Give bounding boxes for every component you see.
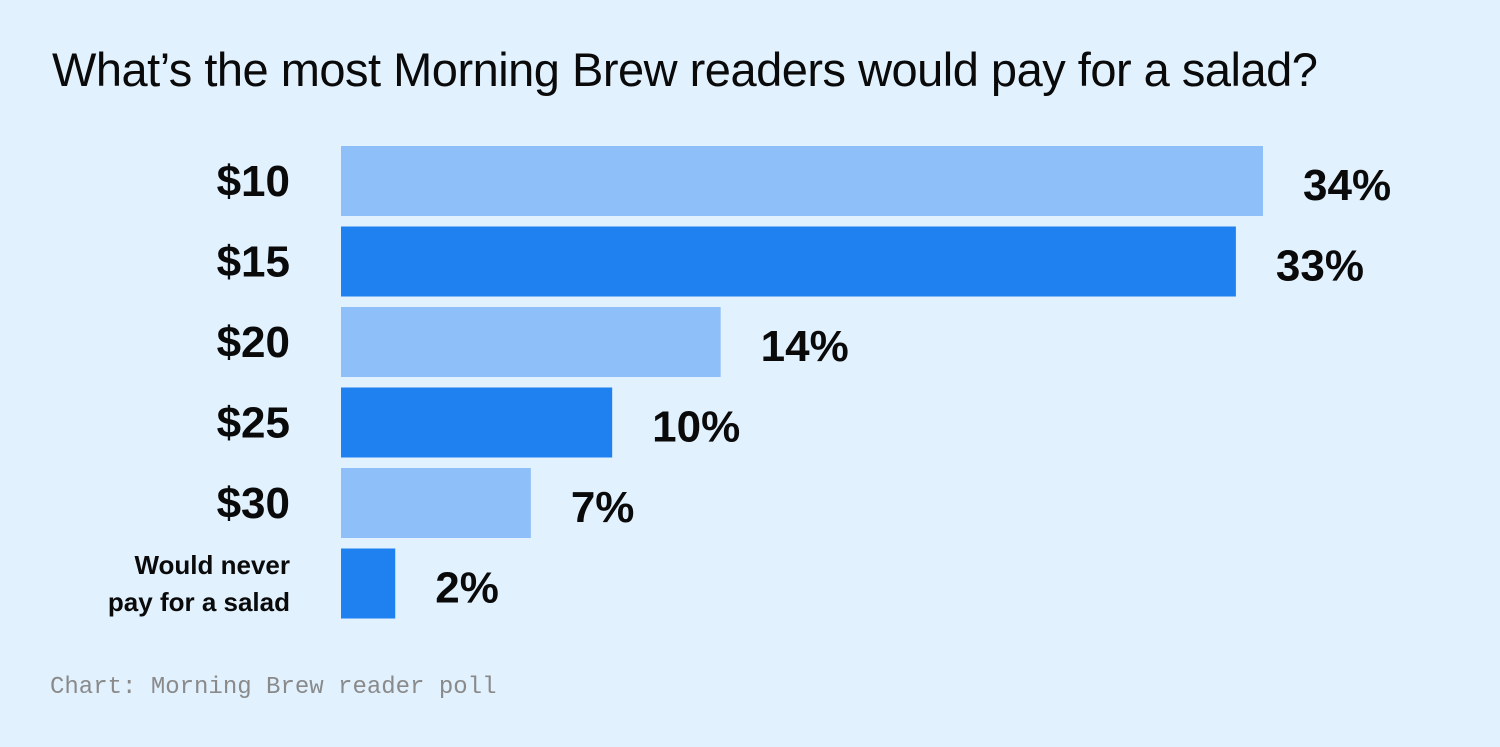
bar-2 [341, 307, 721, 377]
value-label-2: 14% [761, 322, 849, 371]
category-label-3: $25 [217, 399, 290, 448]
bar-1 [341, 226, 1236, 297]
value-label-1: 33% [1276, 242, 1364, 291]
value-label-5: 2% [435, 564, 499, 613]
category-label-5: Would never pay for a salad [108, 550, 290, 617]
category-label-2: $20 [217, 318, 290, 367]
value-label-3: 10% [652, 403, 740, 452]
category-label-line: Would never [134, 550, 290, 580]
category-label-4: $30 [217, 479, 290, 528]
bar-3 [341, 387, 613, 458]
chart-title: What’s the most Morning Brew readers wou… [52, 43, 1318, 96]
bar-0 [341, 146, 1263, 216]
category-label-1: $15 [217, 238, 290, 287]
source-note: Chart: Morning Brew reader poll [50, 674, 497, 701]
bar-4 [341, 468, 531, 538]
category-label-line: pay for a salad [108, 587, 290, 617]
value-label-4: 7% [571, 483, 635, 532]
category-label-0: $10 [217, 157, 290, 206]
value-label-0: 34% [1303, 161, 1391, 210]
bar-5 [341, 548, 396, 619]
